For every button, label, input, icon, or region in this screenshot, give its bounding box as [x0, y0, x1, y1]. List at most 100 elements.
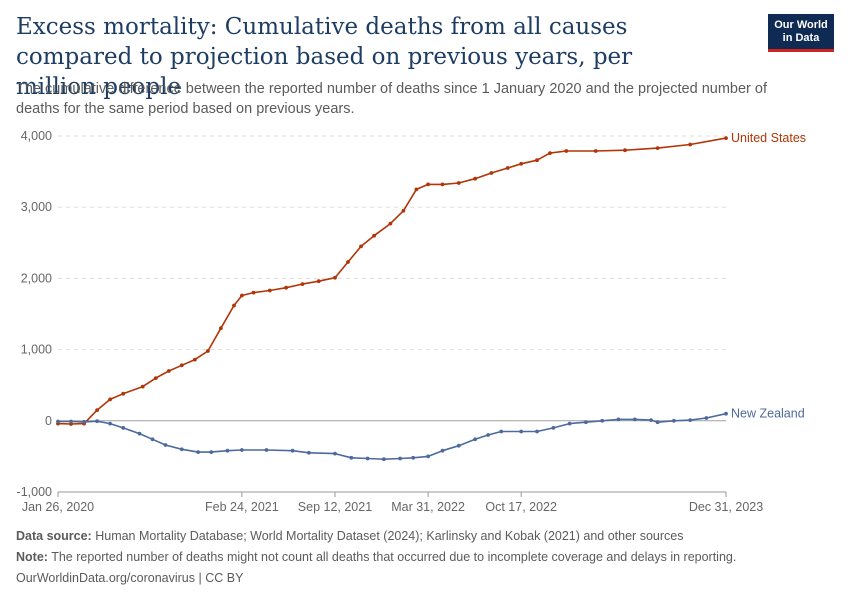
y-tick-label: 4,000: [21, 129, 52, 143]
united-states-point: [548, 151, 552, 156]
new-zealand-point: [121, 426, 126, 430]
new-zealand-point: [264, 448, 269, 452]
united-states-point: [240, 293, 244, 298]
new-zealand-point: [519, 429, 524, 434]
label-layer: United States New Zealand: [731, 131, 806, 421]
united-states-point: [473, 176, 477, 181]
new-zealand-point: [426, 454, 430, 459]
y-tick-label: 1,000: [21, 343, 52, 357]
united-states-point: [193, 357, 197, 362]
united-states-point: [153, 376, 158, 380]
new-zealand-point: [649, 418, 653, 422]
data-source-text: Human Mortality Database; World Mortalit…: [95, 529, 684, 543]
united-states-point: [316, 279, 321, 284]
new-zealand-point: [456, 443, 461, 448]
united-states-point: [267, 288, 272, 293]
new-zealand-point: [398, 456, 402, 461]
note-label: Note:: [16, 550, 48, 564]
united-states-point: [346, 260, 350, 264]
y-tick-label: -1,000: [17, 485, 52, 499]
new-zealand-point: [290, 448, 295, 453]
new-zealand-point: [225, 448, 230, 453]
new-zealand-point: [349, 455, 354, 460]
y-tick-label: 2,000: [21, 271, 52, 285]
new-zealand-point: [82, 420, 86, 424]
new-zealand-point: [704, 416, 709, 420]
owid-logo[interactable]: Our World in Data: [768, 14, 834, 52]
united-states-point: [232, 303, 236, 308]
new-zealand-point: [551, 426, 556, 430]
united-states-point: [401, 208, 406, 213]
x-tick-label: Oct 17, 2022: [485, 500, 557, 514]
new-zealand-point: [600, 418, 605, 423]
new-zealand-point: [688, 418, 693, 422]
united-states-point: [219, 326, 223, 331]
new-zealand-point: [209, 450, 214, 454]
united-states-point: [724, 136, 728, 141]
series-layer: [56, 136, 728, 462]
united-states-point: [95, 408, 99, 412]
new-zealand-point: [567, 421, 572, 426]
axis-layer: -1,000 0 1,000 2,000 3,000 4,000 Jan 26, 2020 F…: [17, 129, 764, 514]
new-zealand-point: [95, 419, 99, 424]
united-states-point: [440, 182, 445, 187]
united-states-point: [655, 146, 660, 151]
x-tick-label: Feb 24, 2021: [205, 500, 279, 514]
new-zealand-point: [632, 417, 637, 422]
new-zealand-point: [584, 420, 588, 425]
y-tick-label: 0: [45, 414, 52, 428]
new-zealand-point: [724, 411, 728, 416]
united-states-point: [564, 149, 569, 153]
y-tick-label: 3,000: [21, 200, 52, 214]
x-tick-label: Mar 31, 2022: [391, 500, 465, 514]
united-states-point: [505, 166, 510, 170]
new-zealand-point: [163, 443, 168, 447]
new-zealand-point: [655, 420, 660, 425]
new-zealand-point: [616, 417, 621, 422]
new-zealand-point: [499, 429, 504, 434]
x-tick-label: Jan 26, 2020: [22, 500, 94, 514]
new-zealand-series-label: New Zealand: [731, 407, 805, 421]
logo-line-2: in Data: [782, 32, 820, 44]
new-zealand-point: [56, 419, 60, 424]
new-zealand-point: [150, 437, 155, 442]
new-zealand-point: [473, 437, 477, 442]
united-states-point: [535, 158, 539, 163]
logo-line-1: Our World: [774, 19, 828, 31]
united-states-point: [121, 391, 126, 396]
united-states-point: [372, 233, 376, 238]
grid-layer: [58, 135, 726, 493]
united-states-point: [456, 181, 461, 185]
united-states-point: [333, 275, 337, 280]
united-states-point: [206, 349, 210, 353]
chart-subtitle: The cumulative difference between the re…: [16, 81, 767, 117]
united-states-line: [57, 137, 727, 425]
united-states-series-label: United States: [731, 131, 806, 145]
new-zealand-point: [440, 448, 445, 453]
united-states-point: [179, 363, 184, 368]
united-states-point: [108, 397, 112, 402]
new-zealand-point: [411, 455, 416, 460]
united-states-point: [300, 282, 305, 286]
new-zealand-point: [196, 450, 201, 454]
chart-title: Excess mortality: Cumulative deaths from…: [16, 14, 633, 100]
note-text: The reported number of deaths might not …: [51, 550, 737, 564]
united-states-point: [359, 244, 363, 249]
united-states-point: [166, 369, 171, 373]
new-zealand-point: [333, 451, 337, 456]
united-states-point: [489, 171, 494, 175]
new-zealand-point: [672, 418, 676, 423]
united-states-point: [388, 221, 393, 226]
new-zealand-point: [382, 457, 386, 462]
united-states-point: [426, 182, 430, 187]
credit-link[interactable]: OurWorldinData.org/coronavirus | CC BY: [16, 571, 244, 585]
new-zealand-point: [137, 431, 142, 436]
united-states-point: [623, 148, 627, 153]
new-zealand-point: [535, 429, 539, 434]
united-states-point: [284, 285, 288, 290]
x-tick-label: Dec 31, 2023: [689, 500, 763, 514]
united-states-point: [593, 149, 598, 153]
new-zealand-point: [240, 448, 244, 452]
new-zealand-point: [307, 450, 311, 455]
